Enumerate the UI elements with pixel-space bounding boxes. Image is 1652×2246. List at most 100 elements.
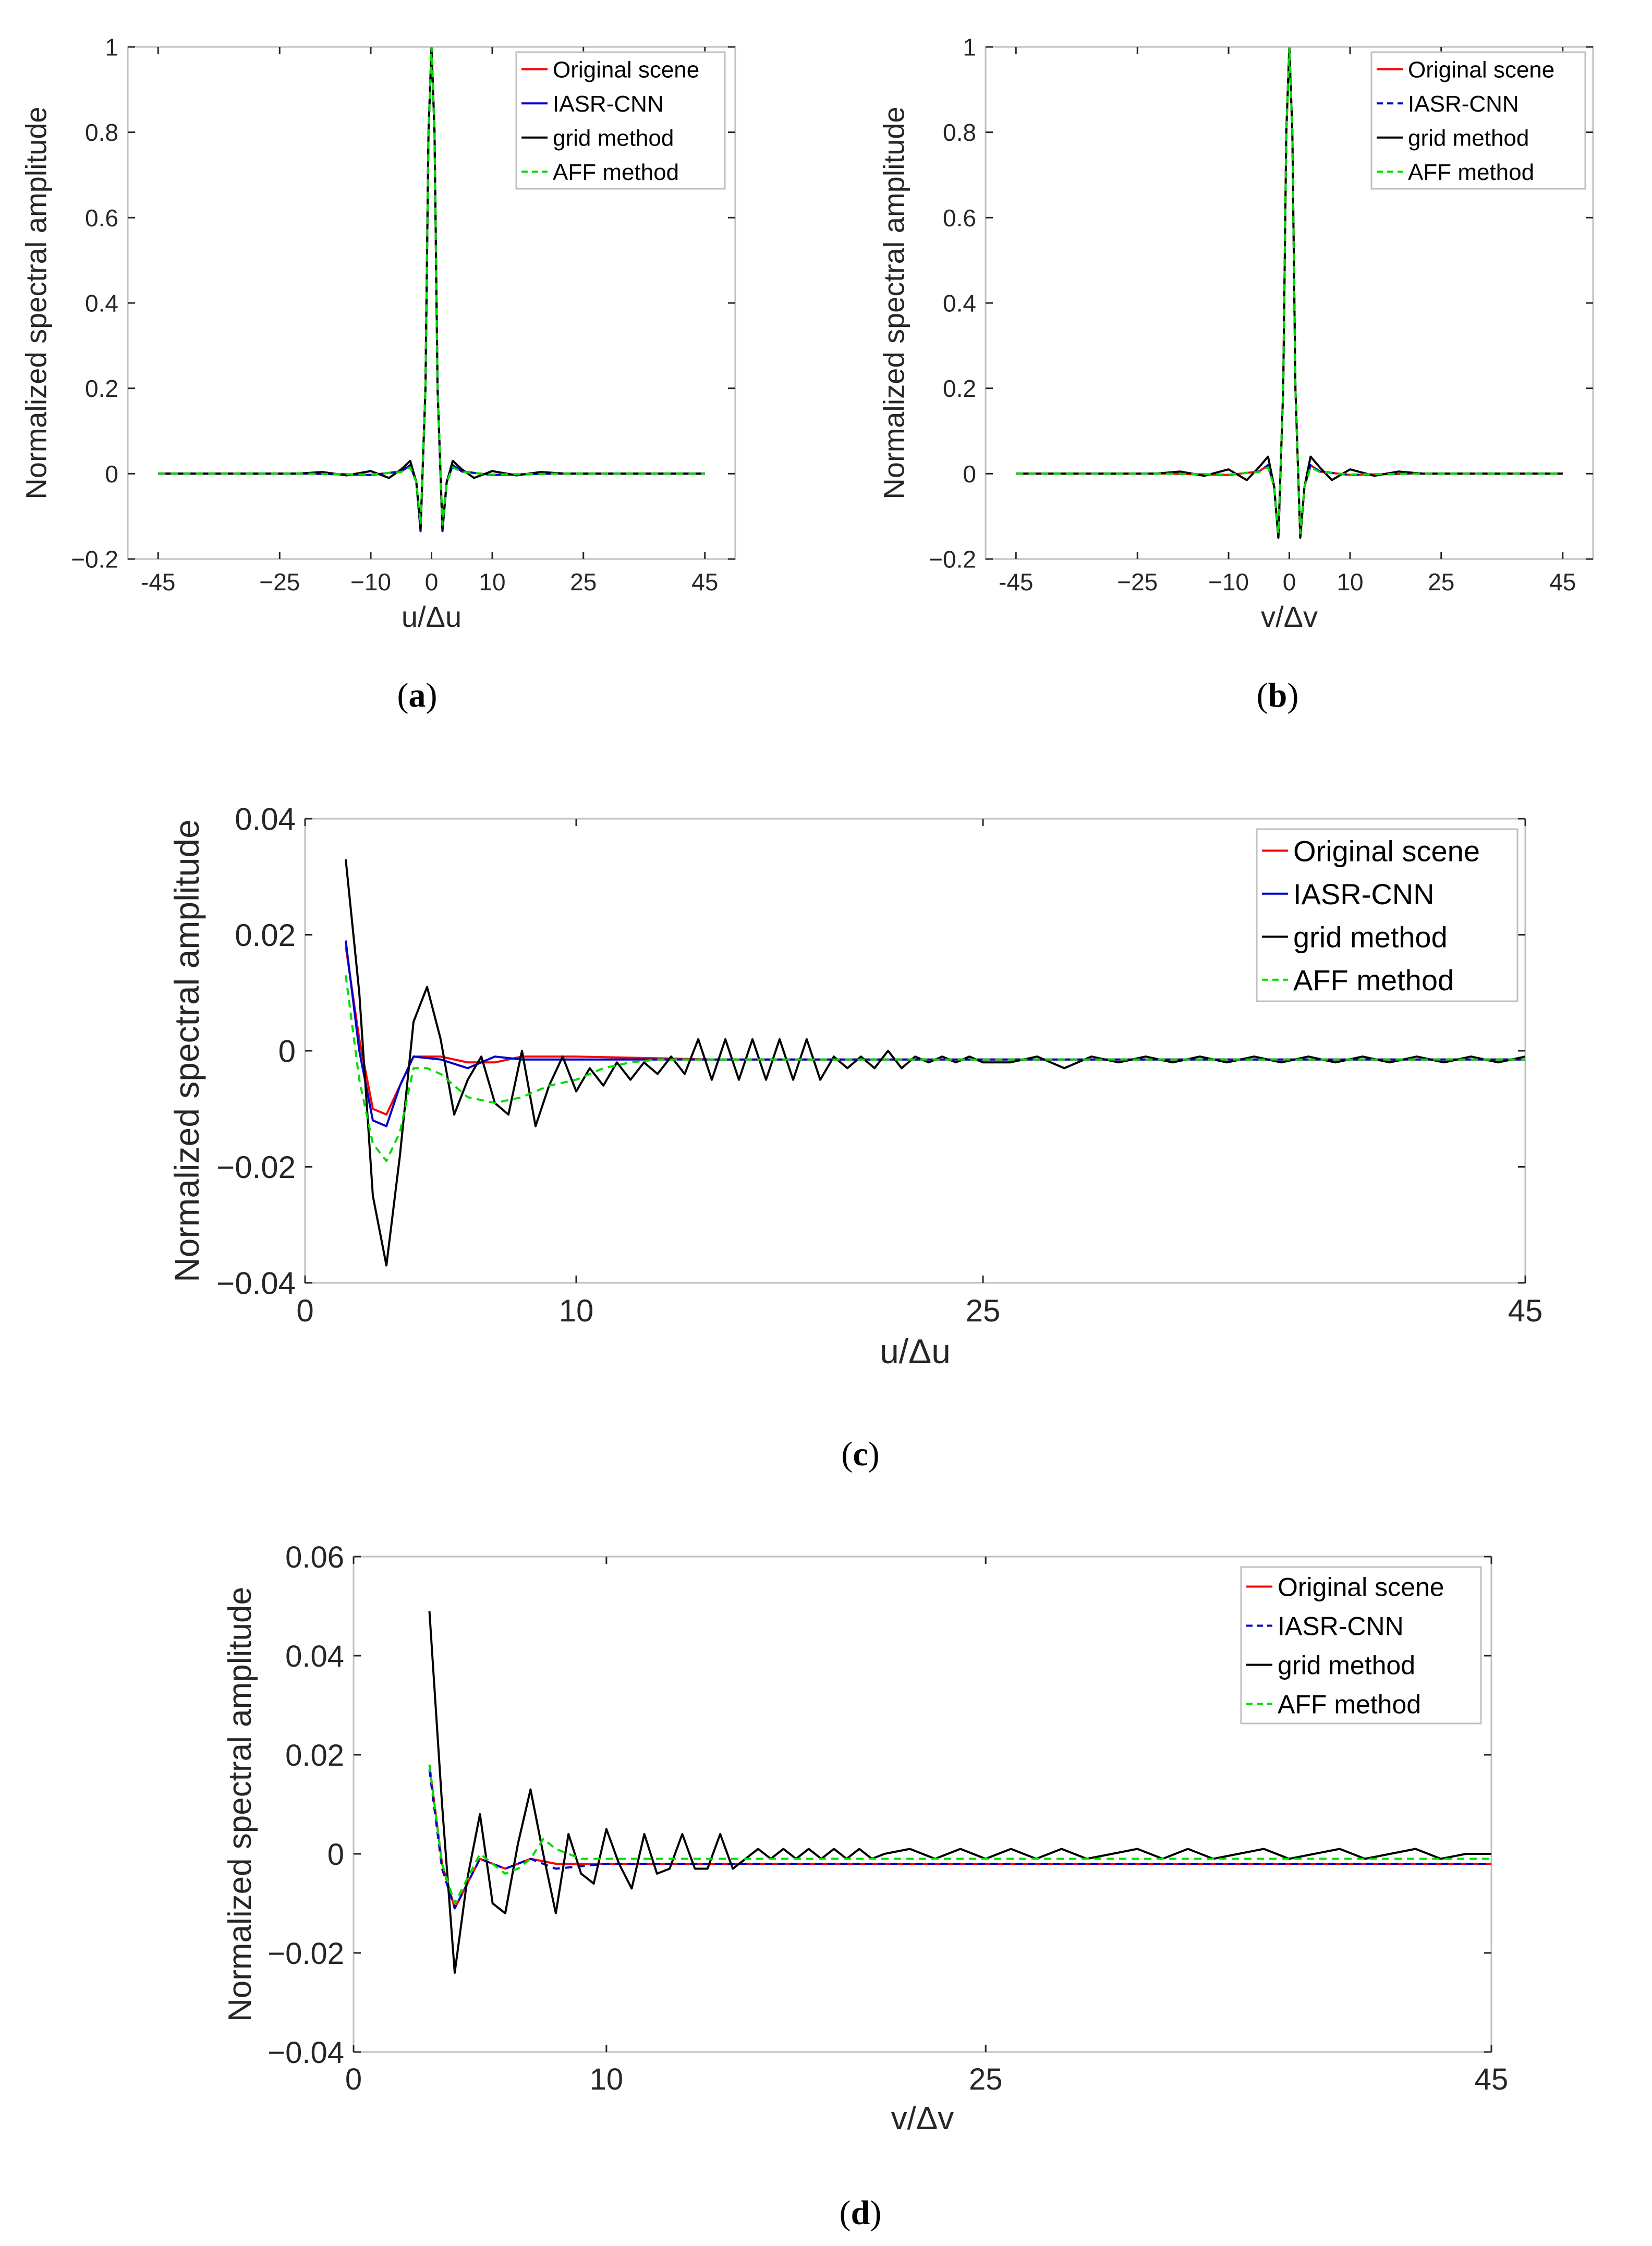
- panel-letter: c: [853, 1435, 868, 1473]
- legend-entry-label: Original scene: [1293, 834, 1480, 867]
- panel-caption: (b): [1257, 676, 1299, 714]
- legend-entry-label: Original scene: [1408, 57, 1554, 83]
- chart-c: 0 10 25 45 −0.04 −0.02 0 0.02 0.04 u/Δu Normalized…: [167, 802, 1542, 1473]
- y-tick-label: −0.2: [929, 546, 976, 573]
- y-tick-label: 1: [105, 34, 118, 61]
- x-axis-label: u/Δu: [880, 1332, 951, 1370]
- x-tick-label: 25: [969, 2062, 1003, 2096]
- y-tick-label: −0.02: [216, 1150, 296, 1185]
- y-tick-label: 0: [278, 1034, 296, 1069]
- y-axis-label: Normalized spectral amplitude: [878, 106, 910, 499]
- legend-box: [1256, 828, 1519, 1002]
- x-tick-label: 45: [1549, 568, 1576, 596]
- legend: Original scene IASR-CNN grid method AFF met…: [1240, 1566, 1482, 1725]
- x-axis-label: u/Δu: [402, 600, 461, 633]
- x-tick-label: 10: [590, 2062, 624, 2096]
- series-line-aff-method: [158, 47, 705, 526]
- legend-entry-label: AFF method: [1278, 1690, 1421, 1719]
- x-tick-label: 25: [1428, 568, 1454, 596]
- series-line-iasr-cnn: [345, 940, 1525, 1127]
- series-line-grid-method: [158, 47, 705, 530]
- y-tick-label: 0: [327, 1838, 344, 1872]
- legend-entry-label: IASR-CNN: [1293, 878, 1435, 910]
- legend-entry-label: IASR-CNN: [1408, 91, 1519, 117]
- x-tick-label: −25: [1117, 568, 1158, 596]
- y-tick-label: −0.2: [71, 546, 118, 573]
- y-tick-label: −0.02: [268, 1937, 344, 1971]
- x-tick-label: 45: [1475, 2062, 1509, 2096]
- y-tick-label: 0.8: [943, 119, 976, 146]
- y-tick-label: 0.06: [285, 1540, 344, 1574]
- y-axis-label: Normalized spectral amplitude: [222, 1587, 258, 2022]
- y-tick-label: 0.04: [235, 802, 296, 837]
- panel-letter: a: [409, 676, 426, 714]
- x-tick-label: −10: [350, 568, 391, 596]
- y-tick-label: 0.02: [285, 1739, 344, 1772]
- x-tick-label: -45: [999, 568, 1033, 596]
- y-tick-label: 0.4: [85, 290, 118, 317]
- chart-d: 0 10 25 45 −0.04 −0.02 0 0.02 0.04 0.06 v/Δv Normal…: [222, 1540, 1508, 2232]
- x-tick-label: -45: [141, 568, 175, 596]
- panel-caption: (c): [841, 1435, 879, 1473]
- y-tick-label: 0.4: [943, 290, 976, 317]
- series-line-aff-method: [428, 1764, 1491, 1904]
- x-tick-label: 10: [1337, 568, 1363, 596]
- series-line-aff-method: [1016, 47, 1563, 535]
- x-tick-label: 0: [425, 568, 439, 596]
- legend: Original scene IASR-CNN grid method AFF met…: [1370, 51, 1586, 190]
- y-tick-label: −0.04: [216, 1266, 296, 1301]
- panel-caption: (a): [397, 676, 438, 714]
- panel-letter: d: [851, 2194, 870, 2232]
- x-axis-label: v/Δv: [1261, 600, 1318, 633]
- x-tick-label: 45: [691, 568, 718, 596]
- legend-entry-label: AFF method: [1408, 160, 1534, 185]
- legend-entry-label: AFF method: [1293, 964, 1454, 997]
- chart-a: -45 −25 −10 0 10 25 45 −0.2 0 0.2 0.4 0.6 0.8 1 u/Δu No…: [20, 34, 736, 714]
- legend: Original scene IASR-CNN grid method AFF met…: [1256, 828, 1519, 1002]
- panel-caption: (d): [840, 2194, 882, 2232]
- y-tick-label: 0.2: [943, 375, 976, 402]
- series-line-grid-method: [1016, 47, 1563, 539]
- y-tick-label: 0.8: [85, 119, 118, 146]
- legend-entry-label: grid method: [1293, 920, 1448, 953]
- x-tick-label: 0: [345, 2062, 362, 2096]
- legend-box: [1370, 51, 1586, 190]
- y-tick-label: 0.6: [943, 204, 976, 232]
- x-axis-label: v/Δv: [891, 2101, 954, 2136]
- series-group: [428, 1611, 1491, 1974]
- x-tick-label: 10: [479, 568, 505, 596]
- series-group: [158, 47, 705, 532]
- legend-entry-label: IASR-CNN: [553, 91, 664, 117]
- chart-b: -45 −25 −10 0 10 25 45 −0.2 0 0.2 0.4 0.6 0.8 1 v/Δv No…: [878, 34, 1594, 714]
- y-tick-label: 0: [105, 460, 118, 488]
- y-axis-label: Normalized spectral amplitude: [20, 106, 53, 499]
- legend-entry-label: IASR-CNN: [1278, 1612, 1404, 1641]
- legend-entry-label: grid method: [1278, 1651, 1415, 1680]
- y-tick-label: 0.04: [285, 1640, 344, 1673]
- x-tick-label: 0: [296, 1293, 313, 1328]
- x-tick-label: 25: [966, 1293, 1001, 1328]
- series-line-grid-method: [428, 1611, 1491, 1974]
- legend-entry-label: grid method: [553, 126, 674, 151]
- x-tick-label: −25: [259, 568, 300, 596]
- x-tick-label: 25: [570, 568, 597, 596]
- series-line-iasr-cnn: [428, 1769, 1491, 1910]
- legend-entry-label: Original scene: [1278, 1573, 1444, 1602]
- y-tick-label: 0: [963, 460, 976, 488]
- legend-box: [515, 51, 726, 190]
- y-axis-label: Normalized spectral amplitude: [167, 819, 206, 1282]
- series-group: [1016, 47, 1563, 539]
- series-line-aff-method: [345, 975, 1525, 1162]
- legend-entry-label: Original scene: [553, 57, 699, 83]
- x-tick-label: 45: [1508, 1293, 1543, 1328]
- legend-entry-label: AFF method: [553, 160, 679, 185]
- legend-entry-label: grid method: [1408, 126, 1529, 151]
- panel-letter: b: [1268, 676, 1287, 714]
- x-tick-label: −10: [1208, 568, 1249, 596]
- legend: Original scene IASR-CNN grid method AFF met…: [515, 51, 726, 190]
- x-tick-label: 10: [559, 1293, 594, 1328]
- y-tick-label: 0.02: [235, 918, 296, 953]
- y-tick-label: 0.2: [85, 375, 118, 402]
- y-tick-label: 0.6: [85, 204, 118, 232]
